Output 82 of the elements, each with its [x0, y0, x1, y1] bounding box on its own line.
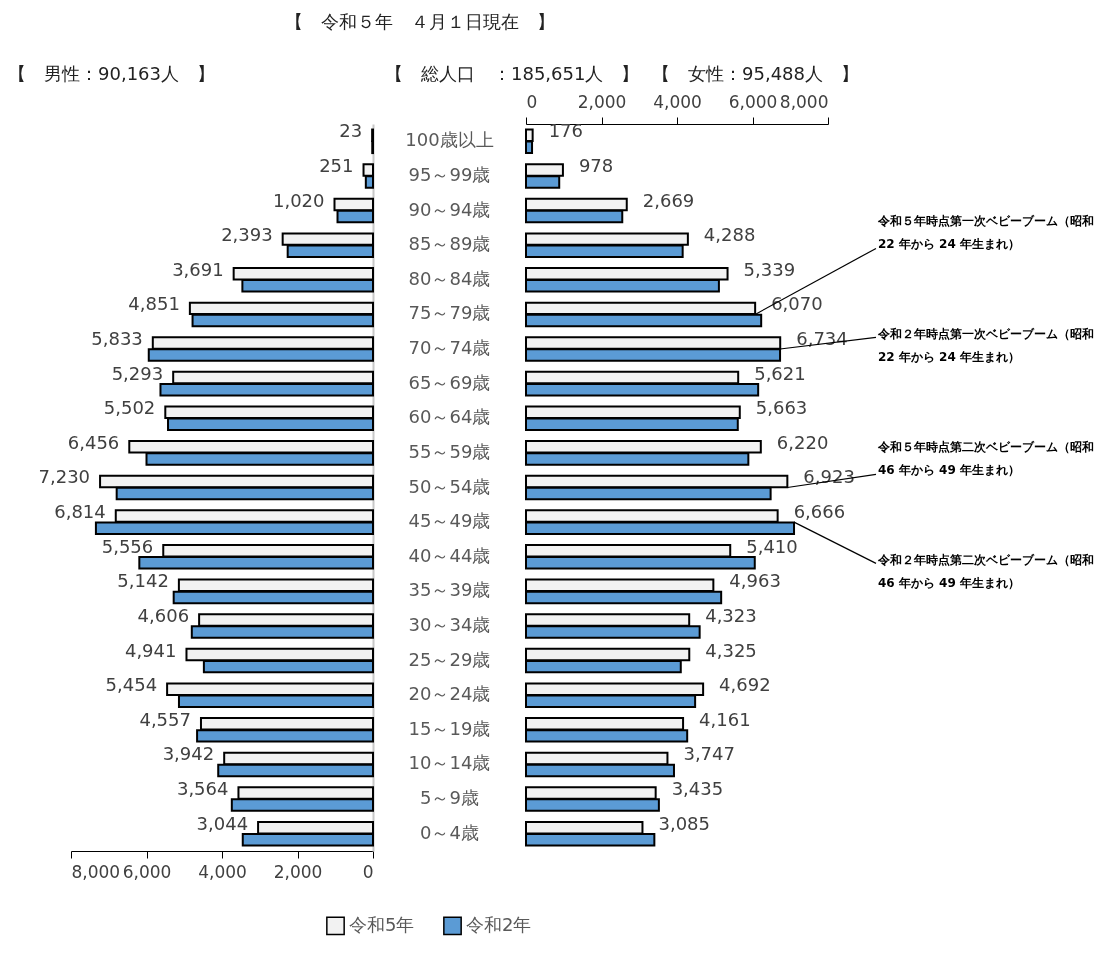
data-label: 6,456 — [67, 431, 120, 453]
y-tick-label: 50～54歳 — [408, 475, 491, 497]
chart-title: 【 男性：90,163人 】 — [8, 62, 215, 86]
y-tick-label: 70～74歳 — [408, 337, 491, 359]
text: 【 令和５年 ４月１日現在 】 — [285, 10, 555, 34]
data-label: 6,814 — [54, 501, 106, 523]
y-tick-label: 100歳以上 — [405, 129, 494, 151]
x-tick-label: 4,000 — [653, 91, 702, 112]
data-label: 5,621 — [754, 362, 806, 384]
data-label: 5,454 — [105, 674, 158, 696]
data-label: 5,663 — [755, 397, 808, 419]
y-tick-label: 20～24歳 — [408, 683, 491, 705]
y-tick-label: 10～14歳 — [408, 752, 491, 774]
data-label: 23 — [339, 120, 363, 142]
x-tick-label: 2,000 — [273, 861, 323, 882]
data-label: 4,963 — [729, 570, 781, 592]
data-label: 4,288 — [703, 224, 756, 246]
y-tick-label: 35～39歳 — [408, 579, 491, 601]
data-label: 3,435 — [671, 778, 724, 800]
y-tick-label: 5～9歳 — [420, 787, 479, 809]
y-tick-label: 60～64歳 — [408, 406, 491, 428]
y-tick-label: 15～19歳 — [408, 717, 491, 739]
legend-label: 令和2年 — [466, 913, 532, 935]
data-label: 2,669 — [642, 189, 695, 211]
y-tick-label: 30～34歳 — [408, 613, 491, 635]
data-label: 3,044 — [196, 812, 249, 834]
data-label: 4,692 — [719, 674, 771, 696]
y-tick-label: 90～94歳 — [408, 198, 491, 220]
chart-title: 【 女性：95,488人 】 — [652, 62, 859, 86]
data-label: 5,142 — [117, 570, 169, 592]
y-tick-label: 85～89歳 — [408, 233, 491, 255]
y-tick-label: 95～99歳 — [408, 163, 491, 185]
data-label: 5,339 — [743, 258, 796, 280]
data-label: 3,942 — [162, 743, 215, 765]
annotation: 令和５年時点第一次ベビーブーム（昭和 22 年から 24 年生まれ） — [877, 214, 1094, 252]
data-label: 251 — [319, 154, 354, 176]
y-tick-label: 25～29歳 — [408, 648, 491, 670]
data-label: 4,161 — [699, 708, 751, 730]
data-label: 3,564 — [176, 778, 229, 800]
data-label: 4,606 — [137, 604, 190, 626]
data-label: 6,220 — [776, 431, 829, 453]
x-tick-label: 4,000 — [198, 861, 247, 882]
data-label: 7,230 — [38, 466, 91, 488]
data-label: 2,393 — [221, 224, 273, 246]
data-label: 1,020 — [272, 189, 325, 211]
data-label: 5,833 — [91, 327, 143, 349]
data-label: 978 — [578, 154, 614, 176]
data-label: 3,747 — [683, 743, 735, 765]
x-tick-label: 8,000 — [779, 91, 829, 112]
data-label: 4,851 — [128, 293, 180, 315]
data-label: 5,502 — [103, 397, 156, 419]
data-label: 4,325 — [705, 639, 757, 661]
data-label: 4,557 — [139, 708, 191, 730]
y-tick-label: 0～4歳 — [420, 821, 479, 843]
x-tick-label: 0 — [526, 91, 538, 112]
data-label: 5,556 — [101, 535, 154, 557]
data-label: 6,666 — [793, 501, 846, 523]
y-tick-label: 65～69歳 — [408, 371, 491, 393]
data-label: 3,085 — [658, 812, 710, 834]
data-label: 4,941 — [124, 639, 177, 661]
x-tick-label: 6,000 — [728, 91, 778, 112]
data-label: 5,293 — [111, 362, 164, 384]
data-label: 5,410 — [746, 535, 798, 557]
x-tick-label: 2,000 — [577, 91, 627, 112]
data-label: 6,734 — [796, 327, 848, 349]
x-tick-label: 6,000 — [122, 861, 172, 882]
y-tick-label: 55～59歳 — [408, 440, 491, 462]
y-tick-label: 40～44歳 — [408, 544, 491, 566]
annotation: 令和２年時点第一次ベビーブーム（昭和 22 年から 24 年生まれ） — [877, 327, 1094, 365]
y-tick-label: 45～49歳 — [408, 510, 491, 532]
data-label: 3,691 — [172, 258, 224, 280]
data-label: 4,323 — [705, 604, 757, 626]
annotation: 令和５年時点第二次ベビーブーム（昭和 46 年から 49 年生まれ） — [877, 440, 1094, 478]
y-tick-label: 75～79歳 — [408, 302, 491, 324]
y-tick-label: 80～84歳 — [408, 267, 491, 289]
text: 【 総人口 ：185,651人 】 — [385, 62, 640, 86]
annotation: 令和２年時点第二次ベビーブーム（昭和 46 年から 49 年生まれ） — [877, 553, 1094, 591]
x-tick-label: 0 — [362, 861, 374, 882]
data-label: 176 — [548, 120, 583, 142]
x-tick-label: 8,000 — [71, 861, 121, 882]
legend-label: 令和5年 — [349, 913, 415, 935]
data-label: 6,070 — [771, 293, 823, 315]
